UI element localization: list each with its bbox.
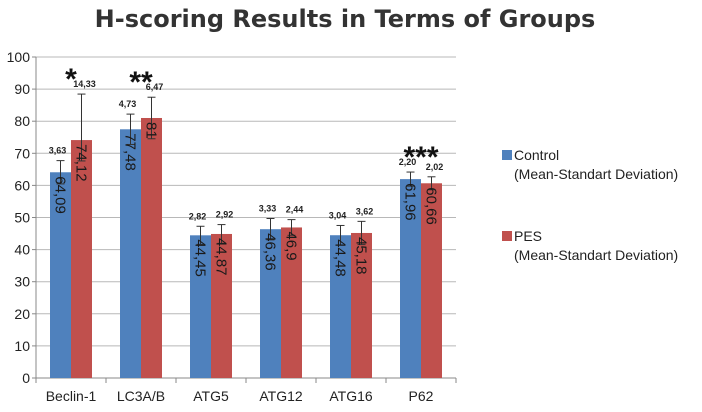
legend-swatch — [502, 231, 512, 241]
error-label: 2,44 — [286, 205, 304, 215]
y-tick-label: 100 — [7, 49, 31, 65]
y-tick-label: 10 — [14, 338, 30, 354]
chart-title: H-scoring Results in Terms of Groups — [95, 5, 596, 33]
bar — [120, 129, 141, 378]
data-labels: 3,63 64,09 14,33 74,12 * 4,73 77,48 6,47 81 ** 2,8… — [49, 63, 444, 277]
error-label: 2,20 — [399, 157, 417, 167]
x-tick-label: ATG12 — [259, 388, 303, 404]
value-label: 45,18 — [353, 237, 370, 275]
error-label: 3,62 — [356, 206, 374, 216]
bar — [421, 183, 442, 378]
y-tick-label: 80 — [14, 113, 30, 129]
y-tick-label: 90 — [14, 81, 30, 97]
legend-label: Control — [514, 147, 559, 163]
x-tick-label: P62 — [409, 388, 434, 404]
error-label: 3,04 — [329, 210, 347, 220]
bar — [141, 117, 162, 379]
significance-marker: *** — [403, 141, 438, 174]
legend-swatch — [502, 150, 512, 160]
error-label: 14,33 — [73, 79, 96, 89]
bar — [50, 172, 71, 378]
value-label: 44,87 — [213, 238, 230, 276]
bar — [330, 235, 351, 378]
bar — [71, 140, 92, 378]
error-label: 2,92 — [216, 210, 234, 220]
legend-sublabel: (Mean-Standart Deviation) — [514, 166, 678, 182]
y-tick-label: 0 — [22, 370, 30, 386]
bars — [50, 93, 442, 379]
value-label: 46,9 — [283, 231, 300, 260]
significance-marker: ** — [129, 66, 153, 99]
legend: Control (Mean-Standart Deviation) PES (Mean… — [502, 147, 678, 263]
axes: 0 10 20 30 40 50 60 70 80 90 100 Beclin-1 LC3A/B ATG5… — [7, 49, 457, 404]
y-tick-label: 70 — [14, 145, 30, 161]
legend-label: PES — [514, 228, 542, 244]
x-tick-label: Beclin-1 — [46, 388, 97, 404]
bar — [190, 235, 211, 378]
error-label: 3,63 — [49, 146, 67, 156]
value-label: 81 — [143, 122, 160, 139]
legend-sublabel: (Mean-Standart Deviation) — [514, 247, 678, 263]
bar — [260, 229, 281, 378]
y-tick-label: 40 — [14, 242, 30, 258]
value-label: 44,45 — [192, 239, 209, 277]
y-tick-label: 20 — [14, 306, 30, 322]
x-tick-label: LC3A/B — [117, 388, 165, 404]
value-label: 74,12 — [73, 144, 90, 182]
value-label: 46,36 — [262, 233, 279, 271]
x-tick-label: ATG5 — [193, 388, 229, 404]
value-label: 60,66 — [423, 187, 440, 225]
y-tick-label: 60 — [14, 177, 30, 193]
value-label: 64,09 — [52, 176, 69, 214]
gridlines — [36, 56, 456, 347]
error-label: 6,47 — [146, 82, 164, 92]
y-tick-label: 30 — [14, 274, 30, 290]
value-label: 44,48 — [332, 239, 349, 277]
bar — [281, 227, 302, 378]
error-label: 3,33 — [259, 203, 277, 213]
error-label: 2,02 — [426, 162, 444, 172]
value-label: 77,48 — [122, 133, 139, 171]
bar — [400, 179, 421, 378]
error-label: 2,82 — [189, 211, 207, 221]
error-label: 4,73 — [119, 99, 137, 109]
significance-marker: * — [65, 63, 77, 96]
bar — [351, 232, 372, 378]
y-tick-label: 50 — [14, 210, 30, 226]
x-tick-label: ATG16 — [329, 388, 373, 404]
bar — [211, 233, 232, 378]
value-label: 61,96 — [402, 183, 419, 221]
